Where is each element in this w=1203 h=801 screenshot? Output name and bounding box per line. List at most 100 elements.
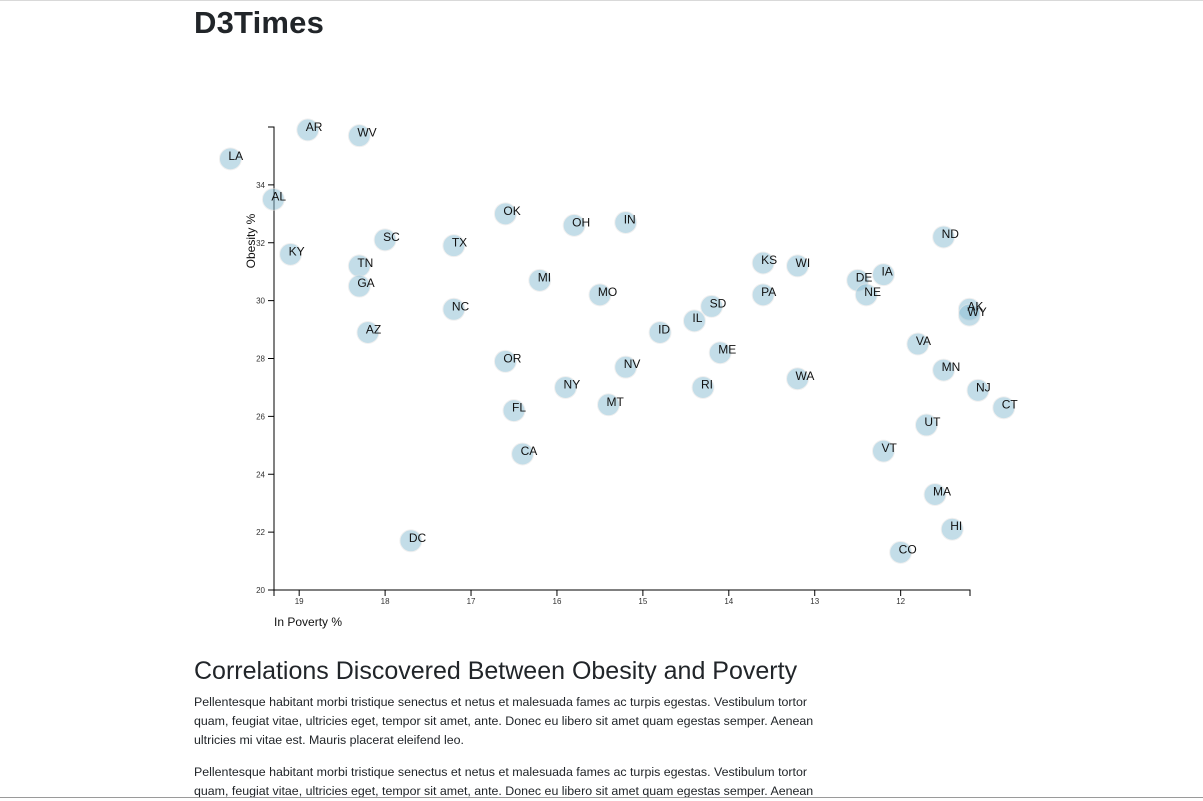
chart-axes: 19 18 17 16 15 14 13 12 20 22 24 26 28 30 32 34 <box>256 126 971 606</box>
point-label-co: CO <box>899 542 917 556</box>
y-tick-label: 30 <box>256 297 265 306</box>
data-point-wa[interactable] <box>786 367 810 391</box>
data-point-oh[interactable] <box>562 213 586 237</box>
point-label-ia: IA <box>881 265 892 279</box>
data-point-hi[interactable] <box>940 517 964 541</box>
data-point-al[interactable] <box>261 187 285 211</box>
point-label-ct: CT <box>1002 398 1019 412</box>
data-point-ny[interactable] <box>554 375 578 399</box>
data-point-co[interactable] <box>889 540 913 564</box>
point-label-ar: AR <box>306 120 323 134</box>
data-point-ct[interactable] <box>992 396 1016 420</box>
data-point-pa[interactable] <box>751 283 775 307</box>
x-tick-label: 13 <box>810 597 819 606</box>
data-point-ar[interactable] <box>296 118 320 142</box>
data-point-il[interactable] <box>682 309 706 333</box>
article-paragraph-2: Pellentesque habitant morbi tristique se… <box>194 765 814 798</box>
x-tick-label: 17 <box>467 597 476 606</box>
data-point-wy[interactable] <box>957 303 981 327</box>
data-point-vt[interactable] <box>871 439 895 463</box>
point-label-ca: CA <box>521 444 538 458</box>
point-label-oh: OH <box>572 215 590 229</box>
y-tick-label: 32 <box>256 239 265 248</box>
y-tick-label: 22 <box>256 528 265 537</box>
data-point-ga[interactable] <box>347 274 371 298</box>
point-label-ma: MA <box>933 485 951 499</box>
point-label-mo: MO <box>598 285 617 299</box>
x-axis-title: In Poverty % <box>274 615 342 629</box>
data-point-dc[interactable] <box>399 529 423 553</box>
data-point-mo[interactable] <box>588 283 612 307</box>
point-label-il: IL <box>692 311 702 325</box>
point-label-mn: MN <box>942 360 961 374</box>
x-tick-label: 18 <box>381 597 390 606</box>
data-point-va[interactable] <box>906 332 930 356</box>
data-point-wi[interactable] <box>786 254 810 278</box>
data-point-tx[interactable] <box>442 234 466 258</box>
y-tick-label: 24 <box>256 470 265 479</box>
x-tick-label: 14 <box>724 597 733 606</box>
x-tick-label: 16 <box>553 597 562 606</box>
point-label-wa: WA <box>796 369 815 383</box>
data-point-nc[interactable] <box>442 297 466 321</box>
data-point-ia[interactable] <box>871 263 895 287</box>
point-label-mi: MI <box>538 270 551 284</box>
data-point-or[interactable] <box>493 349 517 373</box>
data-point-id[interactable] <box>648 320 672 344</box>
data-point-ca[interactable] <box>511 442 535 466</box>
data-point-ok[interactable] <box>493 202 517 226</box>
data-point-ne[interactable] <box>854 283 878 307</box>
point-label-wv: WV <box>357 126 376 140</box>
point-label-wy: WY <box>967 305 986 319</box>
data-point-in[interactable] <box>614 210 638 234</box>
point-label-de: DE <box>856 270 873 284</box>
point-label-al: AL <box>271 189 286 203</box>
data-point-nd[interactable] <box>932 225 956 249</box>
y-tick-label: 26 <box>256 412 265 421</box>
y-tick-label: 28 <box>256 355 265 364</box>
point-label-ks: KS <box>761 253 777 267</box>
data-point-wv[interactable] <box>347 124 371 148</box>
point-label-in: IN <box>624 212 636 226</box>
point-label-ak: AK <box>967 299 983 313</box>
y-tick-label: 34 <box>256 181 265 190</box>
x-tick-label: 12 <box>896 597 905 606</box>
scatter-chart: 19 18 17 16 15 14 13 12 20 22 24 26 28 30 32 34 LA AR WV A… <box>218 118 1019 629</box>
data-point-ks[interactable] <box>751 251 775 275</box>
data-point-mn[interactable] <box>932 358 956 382</box>
point-label-pa: PA <box>761 285 776 299</box>
data-point-mt[interactable] <box>597 393 621 417</box>
data-point-ri[interactable] <box>691 375 715 399</box>
data-point-sc[interactable] <box>373 228 397 252</box>
point-label-va: VA <box>916 334 931 348</box>
point-label-tx: TX <box>452 236 467 250</box>
point-label-ga: GA <box>357 276 374 290</box>
point-label-nj: NJ <box>976 380 991 394</box>
point-label-nv: NV <box>624 357 641 371</box>
data-point-nj[interactable] <box>966 378 990 402</box>
point-label-me: ME <box>718 343 736 357</box>
point-label-wi: WI <box>796 256 811 270</box>
top-border <box>0 0 1203 1</box>
point-label-hi: HI <box>950 519 962 533</box>
article-heading: Correlations Discovered Between Obesity … <box>194 657 798 685</box>
point-label-az: AZ <box>366 322 381 336</box>
data-point-mi[interactable] <box>528 268 552 292</box>
data-point-ut[interactable] <box>914 413 938 437</box>
data-point-ma[interactable] <box>923 483 947 507</box>
site-title: D3Times <box>194 5 325 40</box>
data-point-nv[interactable] <box>614 355 638 379</box>
point-label-nc: NC <box>452 299 470 313</box>
data-point-ky[interactable] <box>279 242 303 266</box>
chart-points: LA AR WV AL KY SC TN GA AZ DC TX NC OK OR FL CA MI NY OH MO… <box>218 118 1019 564</box>
point-label-ut: UT <box>924 415 941 429</box>
point-label-ne: NE <box>864 285 881 299</box>
data-point-fl[interactable] <box>502 399 526 423</box>
point-label-mt: MT <box>607 395 625 409</box>
point-label-sc: SC <box>383 230 400 244</box>
data-point-az[interactable] <box>356 320 380 344</box>
data-point-sd[interactable] <box>700 294 724 318</box>
data-point-me[interactable] <box>708 341 732 365</box>
data-point-la[interactable] <box>218 147 242 171</box>
point-label-ok: OK <box>503 204 520 218</box>
